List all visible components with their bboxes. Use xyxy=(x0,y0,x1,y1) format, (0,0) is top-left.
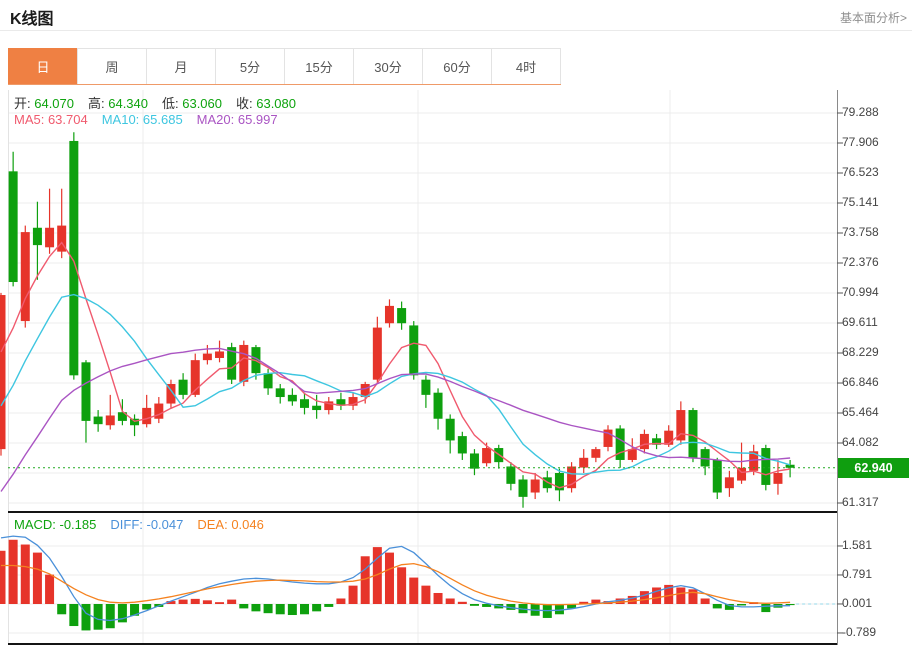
tab-period-5[interactable]: 30分 xyxy=(353,48,423,84)
ohlc-item-2: 低: 63.060 xyxy=(162,96,222,111)
y-axis-label: 69.611 xyxy=(842,315,878,329)
header-divider xyxy=(0,30,912,31)
y-axis-label: 75.141 xyxy=(842,194,879,209)
y-axis-label: 70.994 xyxy=(842,284,879,299)
current-price-badge: 62.940 xyxy=(838,457,909,478)
ohlc-item-0: 开: 64.070 xyxy=(14,96,74,111)
y-axis-label: 72.376 xyxy=(842,255,879,269)
tab-period-7[interactable]: 4时 xyxy=(491,48,561,84)
y-axis-label: 73.758 xyxy=(842,225,879,239)
y-axis-label: 1.581 xyxy=(842,537,873,552)
page-title: K线图 xyxy=(10,11,54,28)
y-axis-label: 76.523 xyxy=(842,165,879,179)
ma-readout: MA5: 63.704 MA10: 65.685 MA20: 65.997 xyxy=(14,112,292,127)
macd-item-0: MACD: -0.185 xyxy=(14,517,97,532)
ma-item-2: MA20: 65.997 xyxy=(196,112,278,127)
fundamental-analysis-link[interactable]: 基本面分析> xyxy=(839,11,907,25)
tab-period-4[interactable]: 15分 xyxy=(284,48,354,84)
y-axis-label: 0.791 xyxy=(842,566,873,581)
macd-readout: MACD: -0.185 DIFF: -0.047 DEA: 0.046 xyxy=(14,517,278,532)
y-axis-label: 68.229 xyxy=(842,345,879,359)
ohlc-readout: 开: 64.070 高: 64.340 低: 63.060 收: 63.080 xyxy=(14,93,310,112)
tab-period-0[interactable]: 日 xyxy=(8,48,78,84)
ma-item-1: MA10: 65.685 xyxy=(101,112,183,127)
y-axis-label: 79.288 xyxy=(842,105,879,119)
y-axis-label: 64.082 xyxy=(842,435,879,449)
y-axis-label: 0.001 xyxy=(842,595,873,610)
macd-item-1: DIFF: -0.047 xyxy=(110,517,184,532)
period-tab-bar: 日周月 5分 15分 30分 60分 4时 xyxy=(8,48,561,85)
y-axis-label: 77.906 xyxy=(842,134,879,149)
tab-period-6[interactable]: 60分 xyxy=(422,48,492,84)
ohlc-item-3: 收: 63.080 xyxy=(236,96,296,111)
y-axis-label: 61.317 xyxy=(842,495,879,509)
ma-item-0: MA5: 63.704 xyxy=(14,112,88,127)
tab-period-1[interactable]: 周 xyxy=(77,48,147,84)
y-axis-label: 66.846 xyxy=(842,375,879,390)
tab-period-3[interactable]: 5分 xyxy=(215,48,285,84)
ohlc-item-1: 高: 64.340 xyxy=(88,96,148,111)
y-axis-label: -0.789 xyxy=(842,624,877,639)
y-axis-label: 65.464 xyxy=(842,405,879,419)
macd-item-2: DEA: 0.046 xyxy=(197,517,264,532)
tab-period-2[interactable]: 月 xyxy=(146,48,216,84)
